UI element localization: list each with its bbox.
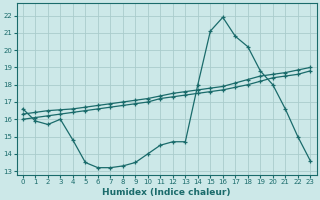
- X-axis label: Humidex (Indice chaleur): Humidex (Indice chaleur): [102, 188, 231, 197]
